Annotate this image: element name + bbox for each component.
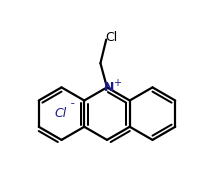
Text: +: + <box>113 78 121 88</box>
Text: Cl: Cl <box>54 107 66 120</box>
Text: ¯: ¯ <box>70 103 75 113</box>
Text: Cl: Cl <box>105 31 117 44</box>
Text: N: N <box>104 81 114 94</box>
